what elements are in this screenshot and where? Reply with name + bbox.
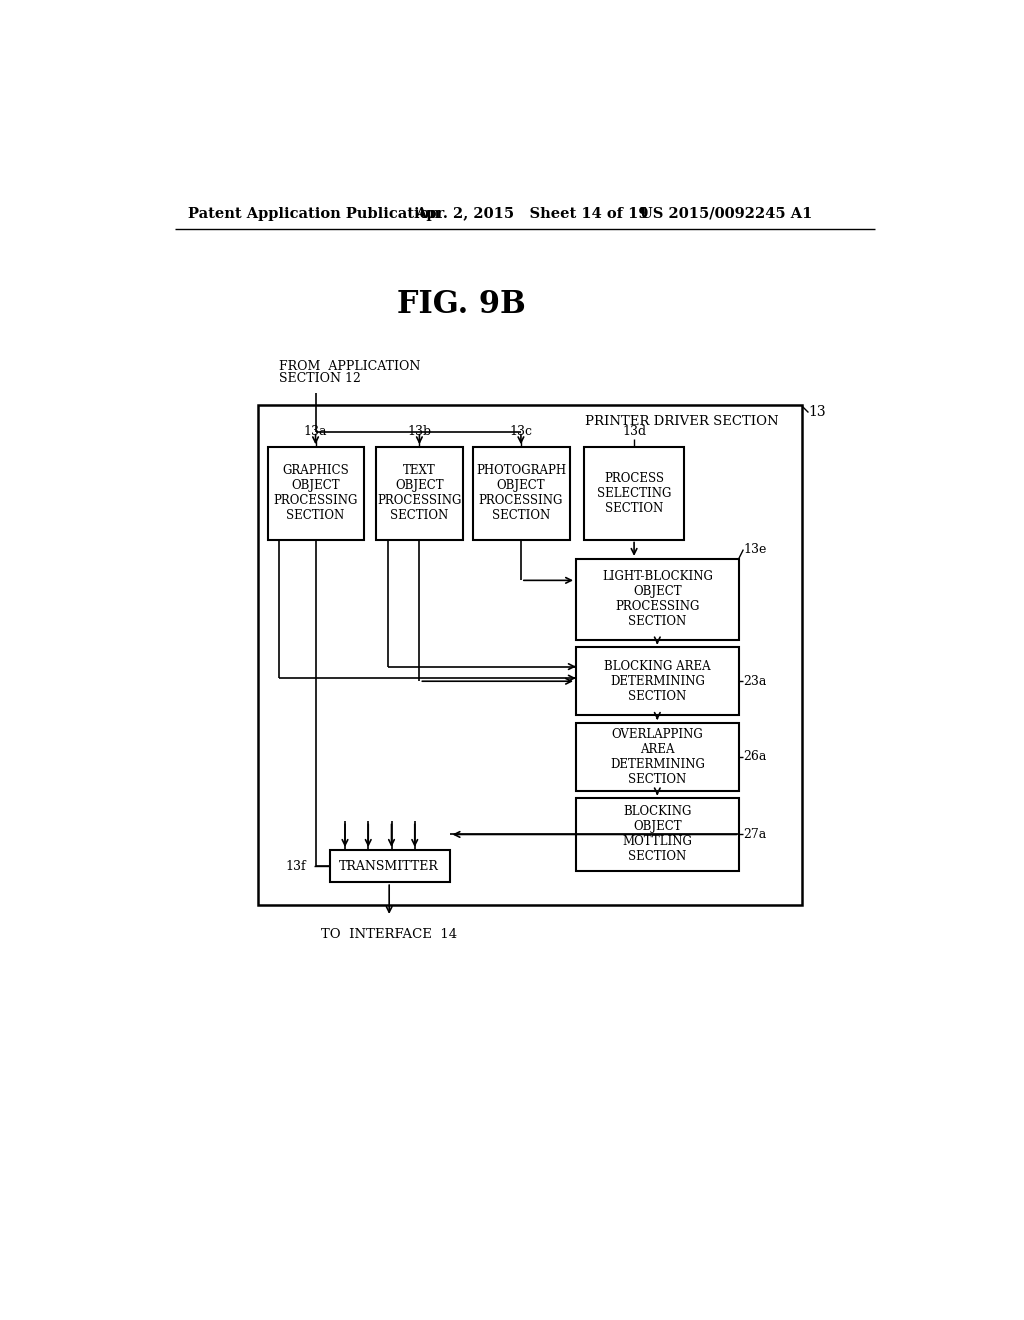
Text: TRANSMITTER: TRANSMITTER: [339, 859, 439, 873]
Text: 13a: 13a: [304, 425, 328, 438]
Text: FROM  APPLICATION: FROM APPLICATION: [280, 360, 421, 372]
Bar: [473, 447, 569, 540]
Text: FIG. 9B: FIG. 9B: [397, 289, 525, 321]
Bar: [376, 447, 463, 540]
Text: US 2015/0092245 A1: US 2015/0092245 A1: [640, 207, 812, 220]
Bar: [258, 405, 802, 906]
Text: 26a: 26a: [743, 750, 767, 763]
Text: 27a: 27a: [743, 828, 767, 841]
Bar: [267, 447, 365, 540]
Text: TO  INTERFACE  14: TO INTERFACE 14: [322, 928, 458, 941]
Text: BLOCKING
OBJECT
MOTTLING
SECTION: BLOCKING OBJECT MOTTLING SECTION: [623, 805, 692, 863]
Text: Patent Application Publication: Patent Application Publication: [188, 207, 440, 220]
Bar: [584, 447, 684, 540]
Text: SECTION 12: SECTION 12: [280, 372, 361, 385]
Text: 13b: 13b: [408, 425, 431, 438]
Text: PROCESS
SELECTING
SECTION: PROCESS SELECTING SECTION: [597, 471, 672, 515]
Text: PRINTER DRIVER SECTION: PRINTER DRIVER SECTION: [586, 416, 779, 428]
Bar: [330, 850, 450, 882]
Text: 13d: 13d: [622, 425, 646, 438]
Text: 13f: 13f: [286, 859, 306, 873]
Text: LIGHT-BLOCKING
OBJECT
PROCESSING
SECTION: LIGHT-BLOCKING OBJECT PROCESSING SECTION: [602, 570, 713, 628]
Text: Apr. 2, 2015   Sheet 14 of 19: Apr. 2, 2015 Sheet 14 of 19: [415, 207, 648, 220]
Bar: [575, 647, 738, 715]
Text: 13c: 13c: [509, 425, 532, 438]
Text: 13: 13: [809, 405, 826, 420]
Text: OVERLAPPING
AREA
DETERMINING
SECTION: OVERLAPPING AREA DETERMINING SECTION: [610, 727, 705, 785]
Text: 23a: 23a: [743, 675, 767, 688]
Bar: [575, 799, 738, 871]
Text: GRAPHICS
OBJECT
PROCESSING
SECTION: GRAPHICS OBJECT PROCESSING SECTION: [273, 465, 357, 523]
Text: BLOCKING AREA
DETERMINING
SECTION: BLOCKING AREA DETERMINING SECTION: [604, 660, 711, 702]
Bar: [575, 723, 738, 791]
Bar: [575, 558, 738, 640]
Text: PHOTOGRAPH
OBJECT
PROCESSING
SECTION: PHOTOGRAPH OBJECT PROCESSING SECTION: [476, 465, 566, 523]
Text: TEXT
OBJECT
PROCESSING
SECTION: TEXT OBJECT PROCESSING SECTION: [377, 465, 462, 523]
Text: 13e: 13e: [743, 543, 767, 556]
